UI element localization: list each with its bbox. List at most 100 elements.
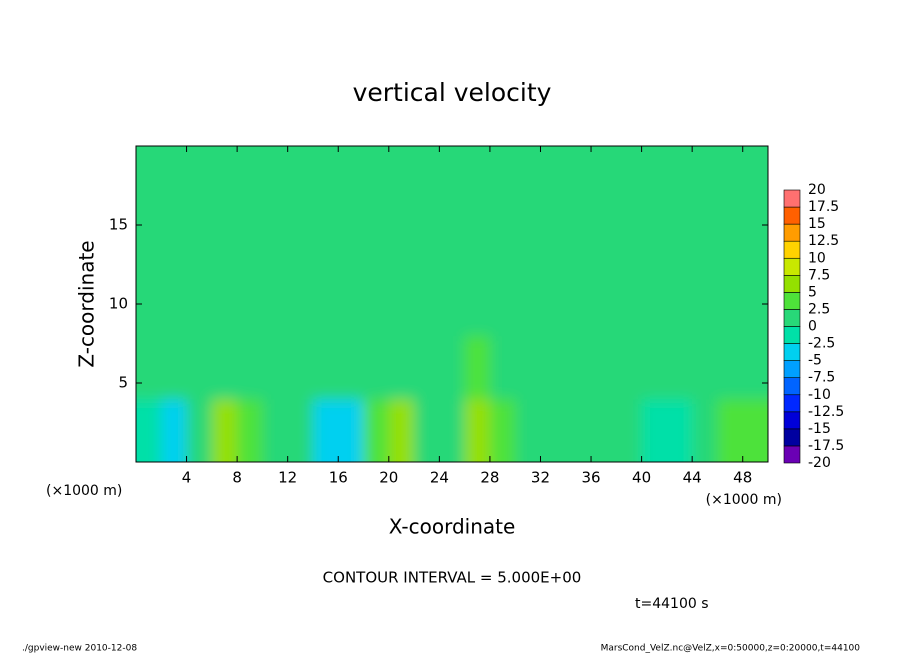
cell — [717, 335, 744, 400]
colorbar-swatch — [783, 206, 801, 225]
cell — [237, 209, 263, 273]
y-axis-label: Z-coordinate — [75, 240, 99, 367]
colorbar-label: 0 — [808, 319, 817, 335]
cell — [312, 398, 339, 462]
cell — [616, 209, 643, 273]
colorbar-swatch — [783, 428, 801, 447]
colorbar-label: -15 — [808, 421, 831, 437]
cell — [591, 146, 617, 210]
cell — [388, 335, 415, 400]
cell — [489, 146, 516, 210]
cell — [717, 146, 744, 210]
cell — [338, 209, 365, 273]
colorbar-swatch — [783, 189, 801, 208]
cell — [363, 272, 390, 337]
x-tick-label: 12 — [278, 469, 297, 487]
cell — [363, 335, 390, 400]
cell — [388, 398, 415, 462]
cell — [338, 335, 365, 400]
cell — [641, 146, 668, 210]
cell — [186, 209, 213, 273]
colorbar-swatch — [783, 240, 801, 259]
cell — [161, 398, 188, 462]
colorbar-label: 17.5 — [808, 199, 839, 215]
cell — [439, 398, 466, 462]
cell — [363, 398, 390, 462]
time-label: t=44100 s — [635, 596, 709, 612]
cell — [692, 335, 718, 400]
footer-left: ./gpview-new 2010-12-08 — [22, 644, 137, 654]
x-tick-label: 48 — [733, 469, 752, 487]
cell — [287, 146, 314, 210]
cell — [692, 209, 718, 273]
cell — [136, 335, 162, 400]
cell — [540, 272, 567, 337]
cell — [616, 335, 643, 400]
cell — [186, 335, 213, 400]
cell — [388, 146, 415, 210]
cell — [161, 146, 188, 210]
cell — [262, 209, 289, 273]
colorbar-label: 5 — [808, 284, 817, 300]
cell — [641, 272, 668, 337]
cell — [540, 209, 567, 273]
cell — [717, 272, 744, 337]
cell — [464, 146, 491, 210]
cell — [414, 398, 440, 462]
cell — [136, 209, 162, 273]
cell — [489, 272, 516, 337]
cell — [464, 209, 491, 273]
cell — [540, 146, 567, 210]
colorbar-swatch — [783, 394, 801, 413]
cell — [439, 209, 466, 273]
colorbar-label: -17.5 — [808, 438, 844, 454]
cell — [515, 209, 541, 273]
x-unit-right: (×1000 m) — [706, 492, 782, 508]
cell — [287, 335, 314, 400]
cell — [565, 146, 592, 210]
colorbar-label: -7.5 — [808, 370, 835, 386]
cell — [287, 398, 314, 462]
cell — [237, 272, 263, 337]
cell — [489, 209, 516, 273]
cell — [161, 335, 188, 400]
cell — [742, 146, 768, 210]
cell — [742, 209, 768, 273]
cell — [616, 146, 643, 210]
colorbar-swatch — [783, 377, 801, 396]
cell — [161, 209, 188, 273]
colorbar-swatch — [783, 445, 801, 464]
cell — [388, 272, 415, 337]
cell — [211, 209, 238, 273]
cell — [515, 398, 541, 462]
cell — [363, 209, 390, 273]
cell — [262, 335, 289, 400]
colorbar-label: -2.5 — [808, 336, 835, 352]
x-tick-label: 40 — [632, 469, 651, 487]
cell — [616, 272, 643, 337]
cell — [211, 272, 238, 337]
cell — [414, 272, 440, 337]
colorbar-label: -10 — [808, 387, 831, 403]
x-tick-label: 28 — [480, 469, 499, 487]
field-layer — [136, 146, 768, 462]
cell — [464, 335, 491, 400]
colorbar-swatch — [783, 411, 801, 430]
field — [136, 146, 768, 462]
cell — [641, 209, 668, 273]
x-tick-label: 44 — [683, 469, 702, 487]
cell — [641, 398, 668, 462]
cell — [262, 398, 289, 462]
colorbar-swatch — [783, 309, 801, 327]
cell — [211, 398, 238, 462]
chart-title: vertical velocity — [353, 78, 552, 107]
x-axis-label: X-coordinate — [389, 515, 516, 539]
cell — [540, 335, 567, 400]
cell — [237, 335, 263, 400]
x-tick-label: 16 — [329, 469, 348, 487]
cell — [287, 209, 314, 273]
cell — [515, 272, 541, 337]
cell — [565, 335, 592, 400]
cell — [363, 146, 390, 210]
x-unit-left: (×1000 m) — [46, 483, 122, 499]
